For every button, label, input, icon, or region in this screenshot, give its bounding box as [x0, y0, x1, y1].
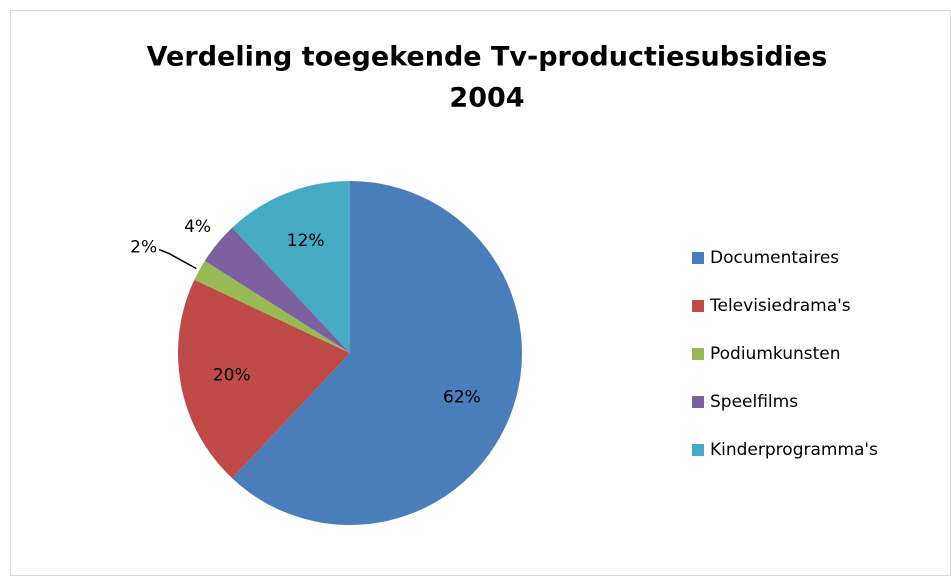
- legend-swatch: [692, 444, 704, 456]
- legend-swatch: [692, 396, 704, 408]
- legend-label: Kinderprogramma's: [710, 440, 878, 460]
- data-label: 20%: [213, 366, 251, 386]
- pie-slice: [204, 227, 350, 353]
- pie-slice: [232, 181, 522, 525]
- legend-label: Televisiedrama's: [709, 296, 851, 316]
- legend-swatch: [692, 300, 704, 312]
- pie-slice: [232, 181, 350, 353]
- data-label: 4%: [184, 217, 211, 237]
- pie-slice: [178, 279, 350, 479]
- leader-line: [158, 248, 197, 270]
- legend-swatch: [692, 252, 704, 264]
- data-label: 62%: [443, 387, 481, 407]
- legend-label: Speelfilms: [710, 392, 798, 412]
- legend-label: Documentaires: [710, 248, 839, 268]
- pie-slice: [194, 260, 350, 353]
- legend-swatch: [692, 348, 704, 360]
- chart-title: 2004: [449, 83, 524, 114]
- chart-title: Verdeling toegekende Tv-productiesubsidi…: [147, 42, 828, 73]
- legend-label: Podiumkunsten: [710, 344, 841, 364]
- data-label: 12%: [287, 231, 325, 251]
- data-label: 2%: [130, 238, 157, 258]
